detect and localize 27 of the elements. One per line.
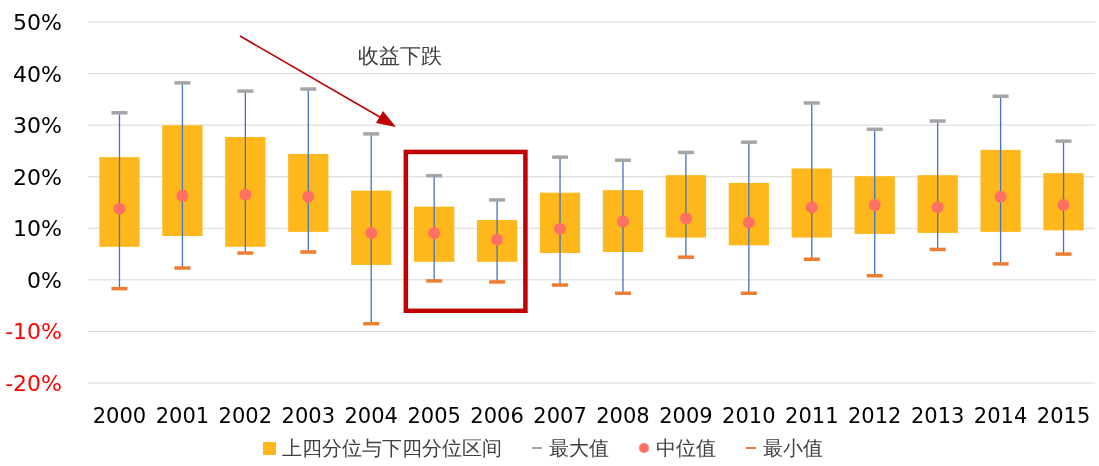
- x-tick-label: 2005: [407, 404, 461, 428]
- legend-label: 上四分位与下四分位区间: [282, 436, 502, 460]
- y-tick-label: 20%: [13, 164, 62, 190]
- x-tick-label: 2009: [659, 404, 713, 428]
- y-tick-label: -20%: [5, 371, 62, 396]
- x-tick-label: 2012: [847, 404, 902, 428]
- x-tick-label: 2010: [722, 404, 776, 428]
- y-tick-label: 0%: [27, 267, 62, 293]
- x-tick-label: 2011: [785, 404, 839, 428]
- x-tick-label: 2000: [92, 404, 147, 428]
- x-tick-label: 2007: [533, 404, 587, 428]
- x-tick-label: 2001: [155, 404, 210, 428]
- annotation: 收益下跌: [358, 44, 442, 68]
- x-tick-label: 2004: [344, 404, 398, 428]
- y-tick-label: 10%: [13, 216, 62, 242]
- legend: 上四分位与下四分位区间 最大值 中位值 最小值: [263, 436, 823, 460]
- x-tick-label: 2002: [218, 404, 273, 428]
- x-tick-label: 2008: [596, 404, 650, 428]
- y-tick-label: -10%: [5, 319, 62, 345]
- x-tick-label: 2006: [470, 404, 524, 428]
- y-tick-label: 30%: [13, 113, 62, 139]
- x-tick-label: 2003: [281, 404, 336, 428]
- x-tick-label: 2013: [910, 404, 965, 428]
- y-tick-label: 50%: [13, 10, 62, 35]
- x-tick-label: 2014: [973, 404, 1028, 428]
- y-tick-label: 40%: [13, 61, 62, 87]
- x-tick-label: 2015: [1036, 404, 1091, 428]
